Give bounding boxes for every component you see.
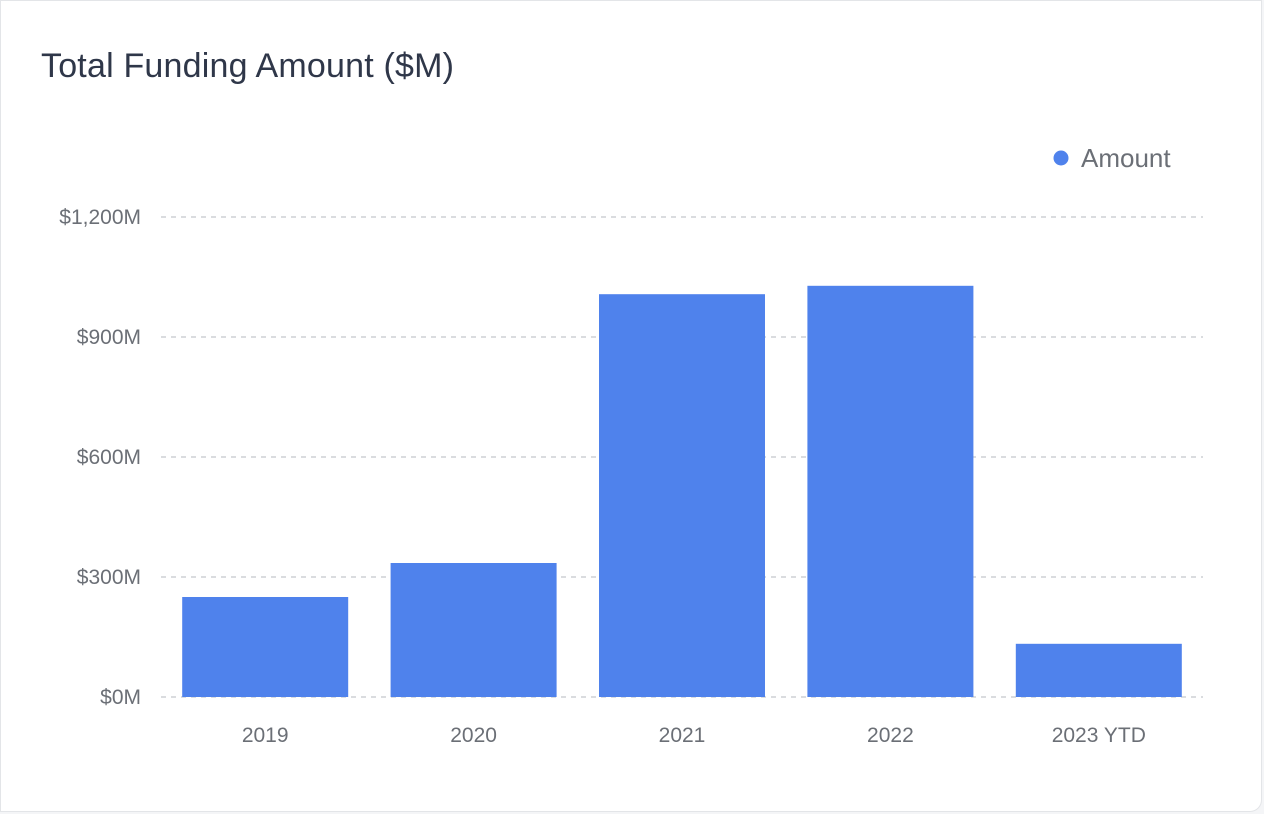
x-tick-label: 2022 <box>867 724 914 747</box>
y-tick-label: $1,200M <box>59 206 141 229</box>
bar-2019[interactable] <box>182 597 349 697</box>
y-axis-ticks: $0M $300M $600M $900M $1,200M <box>59 206 141 709</box>
legend-label-amount: Amount <box>1081 143 1171 173</box>
y-tick-label: $300M <box>77 566 141 589</box>
x-tick-label: 2023 YTD <box>1052 724 1146 747</box>
x-tick-label: 2021 <box>659 724 706 747</box>
x-tick-label: 2019 <box>242 724 289 747</box>
y-tick-label: $0M <box>100 686 141 709</box>
legend[interactable]: Amount <box>1053 143 1172 173</box>
y-tick-label: $600M <box>77 446 141 469</box>
y-tick-label: $900M <box>77 326 141 349</box>
chart-title: Total Funding Amount ($M) <box>41 47 455 85</box>
bar-2023-ytd[interactable] <box>1015 643 1182 697</box>
x-axis-ticks: 2019 2020 2021 2022 2023 YTD <box>242 724 1146 747</box>
bar-2020[interactable] <box>390 563 557 697</box>
bar-2022[interactable] <box>807 285 974 697</box>
x-tick-label: 2020 <box>450 724 497 747</box>
bar-2021[interactable] <box>599 294 765 697</box>
bars <box>182 285 1182 697</box>
legend-marker-amount <box>1053 150 1069 166</box>
